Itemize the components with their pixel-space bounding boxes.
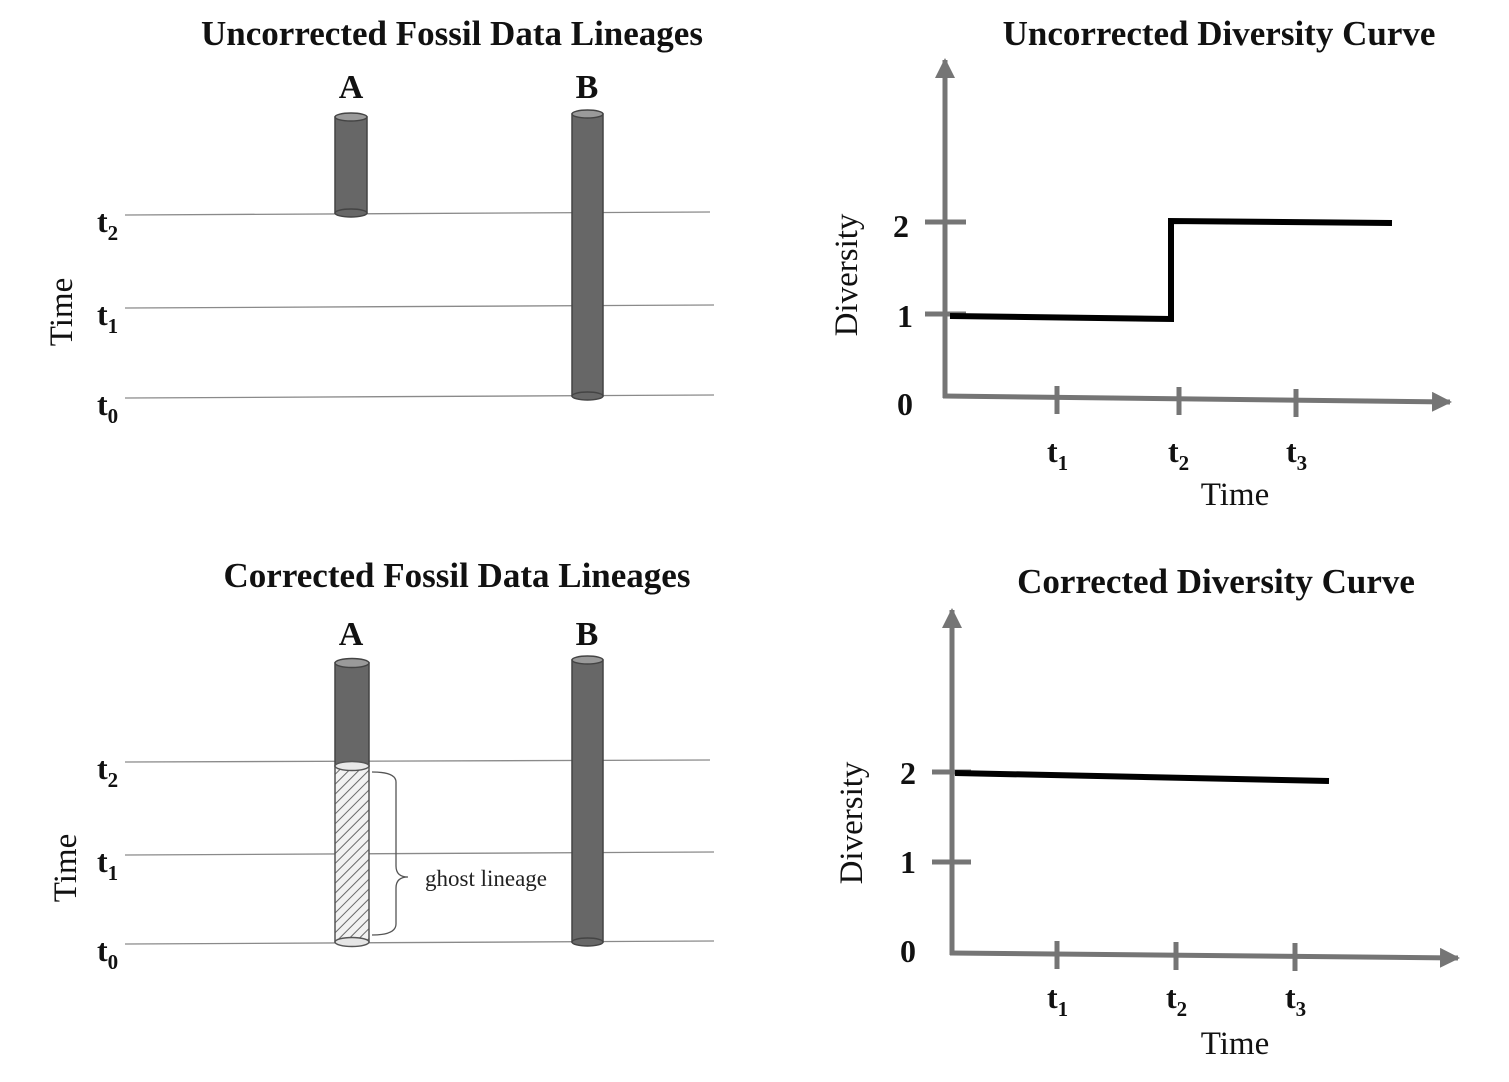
y-tick-label-0: 0 [900,933,916,969]
time-line-t2 [124,759,711,763]
lineage-b-label: B [576,616,599,653]
ghost-lineage-bar [334,765,370,948]
time-label-t0: t0 [97,386,118,428]
lineage-a-label: A [339,69,364,106]
time-label-t2: t2 [97,750,118,792]
y-axis-title: Diversity [829,213,865,336]
y-tick-label-2: 2 [900,755,916,791]
time-line-t2 [124,211,711,216]
corrected-lineages-title: Corrected Fossil Data Lineages [224,556,691,595]
time-label-t0: t0 [97,932,118,974]
x-tick-label-t2: t2 [1166,979,1187,1021]
x-axis-title: Time [1201,1026,1269,1062]
y-axis-title: Diversity [834,761,870,884]
corrected-time-axis-label: Time [48,834,84,902]
x-tick-label-t1: t1 [1047,979,1068,1021]
diversity-curve [954,770,1330,784]
uncorrected-lineages-title: Uncorrected Fossil Data Lineages [201,14,703,53]
x-axis-title: Time [1201,477,1269,513]
time-line-t0 [124,940,715,945]
lineage-b-bar [571,109,604,401]
x-tick-label-t1: t1 [1047,433,1068,475]
corrected-curve-panel: Corrected Diversity Curve 2 1 0 t1 t2 t3… [834,562,1460,1062]
lineage-a-bar [334,657,370,772]
time-line-t0 [124,394,715,399]
time-line-t1 [124,851,715,856]
time-line-t1 [124,304,715,309]
uncorrected-curve-panel: Uncorrected Diversity Curve 2 1 0 t1 t2 … [829,14,1452,513]
uncorrected-time-axis-label: Time [44,278,80,346]
corrected-curve-title: Corrected Diversity Curve [1017,562,1415,601]
x-axis [942,391,1452,412]
uncorrected-curve-title: Uncorrected Diversity Curve [1003,14,1436,53]
lineage-b-label: B [576,69,599,106]
lineage-a-bar [334,112,368,218]
time-label-t2: t2 [97,203,118,245]
x-tick-label-t2: t2 [1168,433,1189,475]
ghost-lineage-bracket [371,771,409,936]
y-tick-label-2: 2 [893,208,909,244]
time-label-t1: t1 [97,296,118,338]
lineage-b-bar [571,655,604,947]
uncorrected-lineages-panel: Uncorrected Fossil Data Lineages Time t2… [44,14,715,428]
ghost-lineage-label: ghost lineage [425,866,547,891]
diversity-curve [949,217,1393,323]
x-axis [949,947,1460,968]
x-tick-label-t3: t3 [1285,979,1306,1021]
time-label-t1: t1 [97,843,118,885]
x-tick-label-t3: t3 [1286,433,1307,475]
lineage-a-label: A [339,616,364,653]
y-tick-label-1: 1 [900,844,916,880]
y-tick-label-0: 0 [897,386,913,422]
y-tick-label-1: 1 [897,298,913,334]
corrected-lineages-panel: Corrected Fossil Data Lineages Time t2 t… [48,556,715,974]
